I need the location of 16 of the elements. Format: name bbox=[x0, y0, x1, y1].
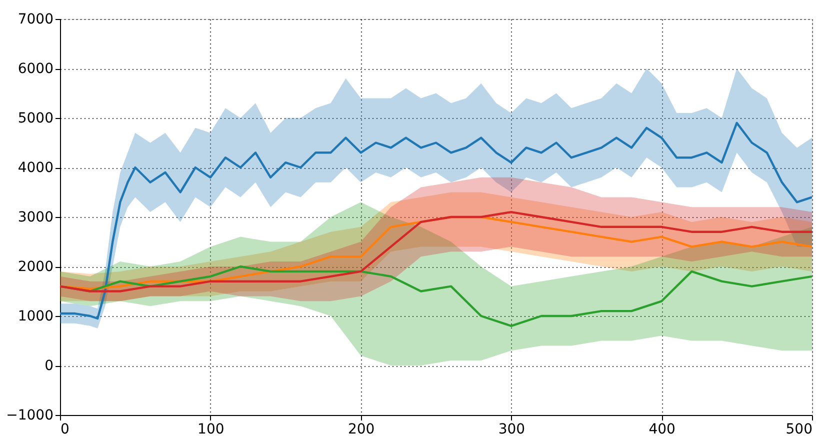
x-tick-label: 0 bbox=[60, 422, 70, 438]
y-tick-label: 5000 bbox=[18, 110, 54, 126]
x-tick-label: 100 bbox=[198, 422, 224, 438]
y-tick-label: 3000 bbox=[18, 210, 54, 226]
line-series bbox=[60, 122, 812, 320]
x-tick-label: 300 bbox=[498, 422, 526, 438]
y-tick-label: 2000 bbox=[18, 259, 54, 275]
y-tick-label: 1000 bbox=[18, 308, 54, 324]
y-tick-label: −1000 bbox=[6, 408, 54, 424]
y-tick-label: 6000 bbox=[18, 61, 54, 77]
y-tick-label: 4000 bbox=[18, 160, 54, 176]
x-tick-label: 400 bbox=[648, 422, 676, 438]
y-tick-label: 7000 bbox=[18, 12, 54, 28]
x-tick-label: 200 bbox=[348, 422, 375, 438]
x-tick-label: 500 bbox=[786, 422, 812, 438]
y-tick-label: 0 bbox=[44, 358, 54, 374]
